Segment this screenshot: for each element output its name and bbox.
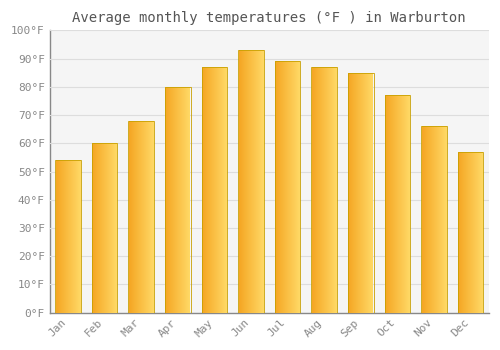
Title: Average monthly temperatures (°F ) in Warburton: Average monthly temperatures (°F ) in Wa… bbox=[72, 11, 466, 25]
Bar bbox=[55, 160, 81, 313]
Bar bbox=[92, 143, 118, 313]
Bar bbox=[128, 121, 154, 313]
Bar bbox=[238, 50, 264, 313]
Bar bbox=[421, 126, 447, 313]
Bar bbox=[165, 87, 190, 313]
Bar bbox=[92, 143, 118, 313]
Bar bbox=[55, 160, 81, 313]
Bar bbox=[275, 62, 300, 313]
Bar bbox=[128, 121, 154, 313]
Bar bbox=[384, 95, 410, 313]
Bar bbox=[312, 67, 337, 313]
Bar bbox=[275, 62, 300, 313]
Bar bbox=[238, 50, 264, 313]
Bar bbox=[202, 67, 227, 313]
Bar bbox=[458, 152, 483, 313]
Bar bbox=[165, 87, 190, 313]
Bar bbox=[202, 67, 227, 313]
Bar bbox=[312, 67, 337, 313]
Bar bbox=[421, 126, 447, 313]
Bar bbox=[458, 152, 483, 313]
Bar bbox=[348, 73, 374, 313]
Bar bbox=[348, 73, 374, 313]
Bar bbox=[384, 95, 410, 313]
